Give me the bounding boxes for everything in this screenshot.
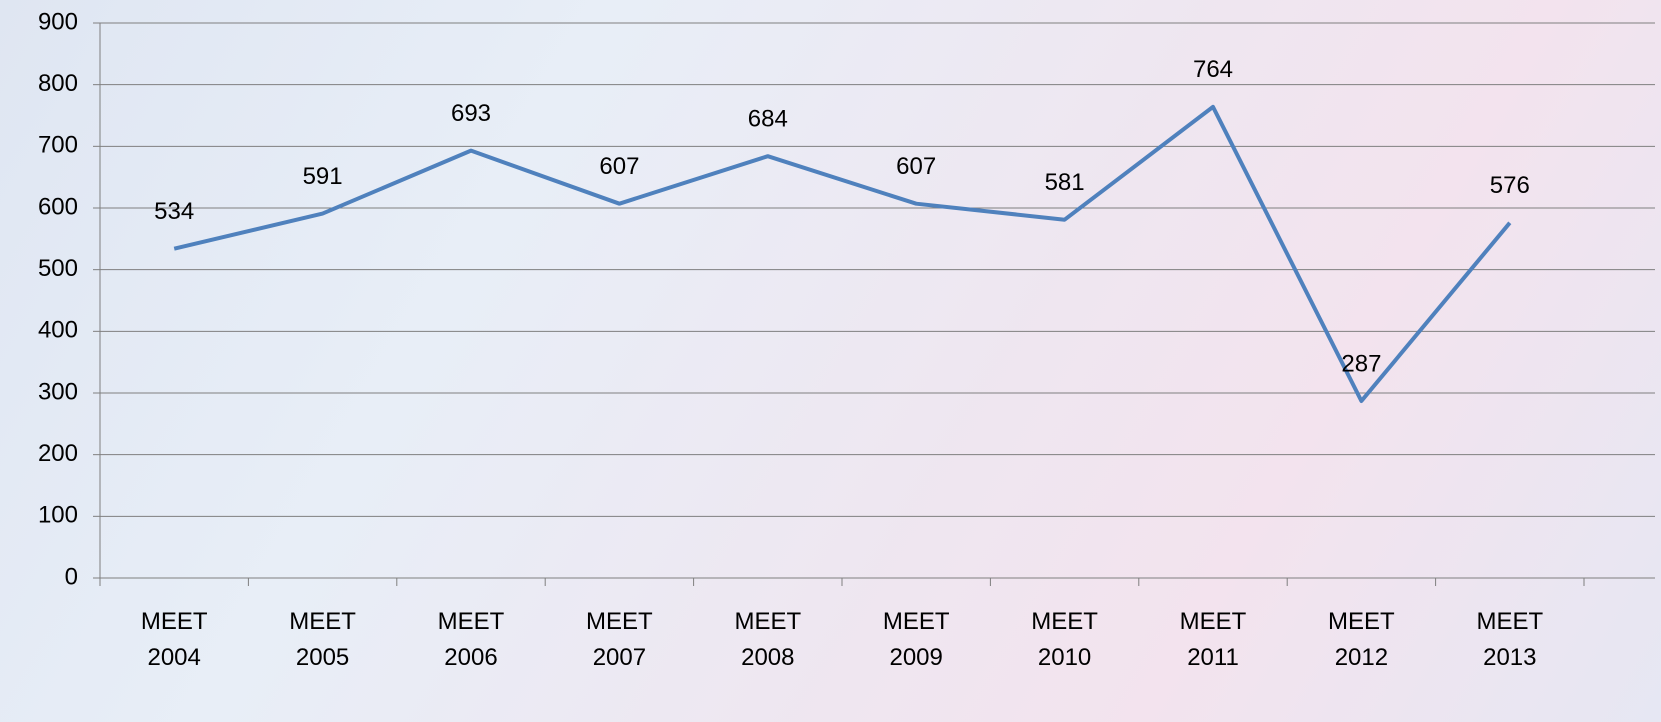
x-tick-label: MEET 2013 xyxy=(1476,608,1544,671)
x-tick-label: MEET 2008 xyxy=(734,608,802,671)
x-tick-label: MEET 2005 xyxy=(289,608,356,671)
data-label: 764 xyxy=(1193,56,1233,83)
data-label: 607 xyxy=(599,153,639,180)
data-label: 591 xyxy=(303,163,343,190)
x-tick-label: MEET 2010 xyxy=(1031,608,1098,671)
x-tick-label: MEET 2004 xyxy=(140,608,208,671)
x-tick-label: MEET 2006 xyxy=(437,608,505,671)
y-tick-label: 800 xyxy=(38,70,78,97)
data-label: 693 xyxy=(451,100,491,127)
x-tick-label: MEET 2009 xyxy=(882,608,950,671)
x-tick-label: MEET 2007 xyxy=(586,608,653,671)
data-label: 534 xyxy=(154,198,194,225)
y-tick-label: 0 xyxy=(65,563,78,590)
y-tick-label: 500 xyxy=(38,255,78,282)
x-tick-label: MEET 2011 xyxy=(1179,608,1247,671)
y-tick-label: 900 xyxy=(38,8,78,35)
x-tick-label: MEET 2012 xyxy=(1328,608,1395,671)
y-tick-label: 100 xyxy=(38,502,78,529)
data-label: 684 xyxy=(748,106,788,133)
y-tick-label: 300 xyxy=(38,378,78,405)
data-label: 581 xyxy=(1045,169,1085,196)
y-tick-label: 700 xyxy=(38,132,78,159)
data-label: 576 xyxy=(1490,172,1530,199)
data-label: 287 xyxy=(1341,350,1381,377)
y-tick-label: 200 xyxy=(38,440,78,467)
data-label: 607 xyxy=(896,153,936,180)
y-tick-label: 400 xyxy=(38,317,78,344)
y-tick-label: 600 xyxy=(38,193,78,220)
line xyxy=(173,104,1512,404)
